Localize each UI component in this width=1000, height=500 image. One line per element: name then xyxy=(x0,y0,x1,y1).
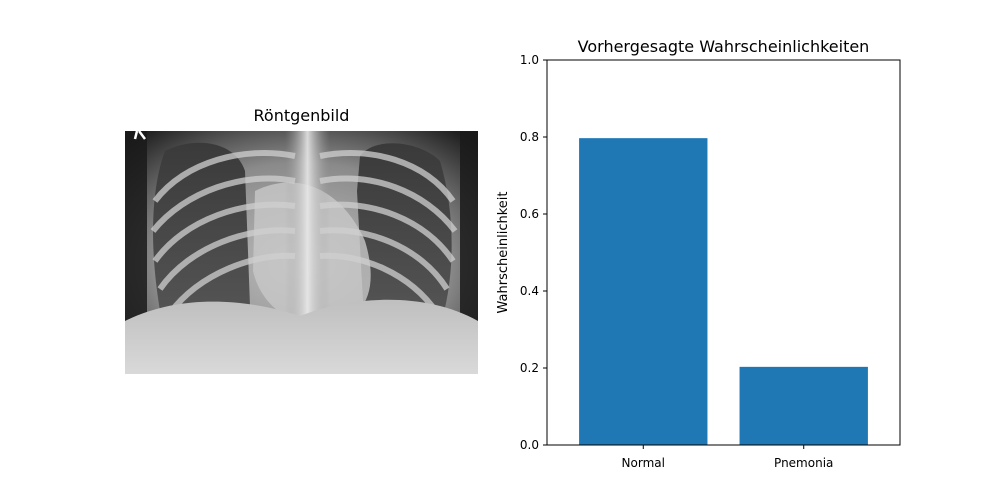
bar-normal xyxy=(579,138,708,445)
chest-xray-image xyxy=(125,131,478,374)
y-tick-label: 0.6 xyxy=(520,207,539,221)
y-tick-label: 1.0 xyxy=(520,53,539,67)
y-axis-title: Wahrscheinlichkeit xyxy=(496,192,511,314)
xray-panel-title: Röntgenbild xyxy=(253,106,350,125)
y-tick-label: 0.8 xyxy=(520,130,539,144)
plot-frame xyxy=(546,59,901,446)
y-tick-label: 0.4 xyxy=(520,284,539,298)
chart-title: Vorhergesagte Wahrscheinlichkeiten xyxy=(578,37,870,56)
x-tick-label: Normal xyxy=(622,456,665,470)
x-tick-label: Pnemonia xyxy=(774,456,833,470)
y-tick-label: 0.0 xyxy=(520,438,539,452)
y-tick-label: 0.2 xyxy=(520,361,539,375)
bar-pnemonia xyxy=(739,366,868,445)
